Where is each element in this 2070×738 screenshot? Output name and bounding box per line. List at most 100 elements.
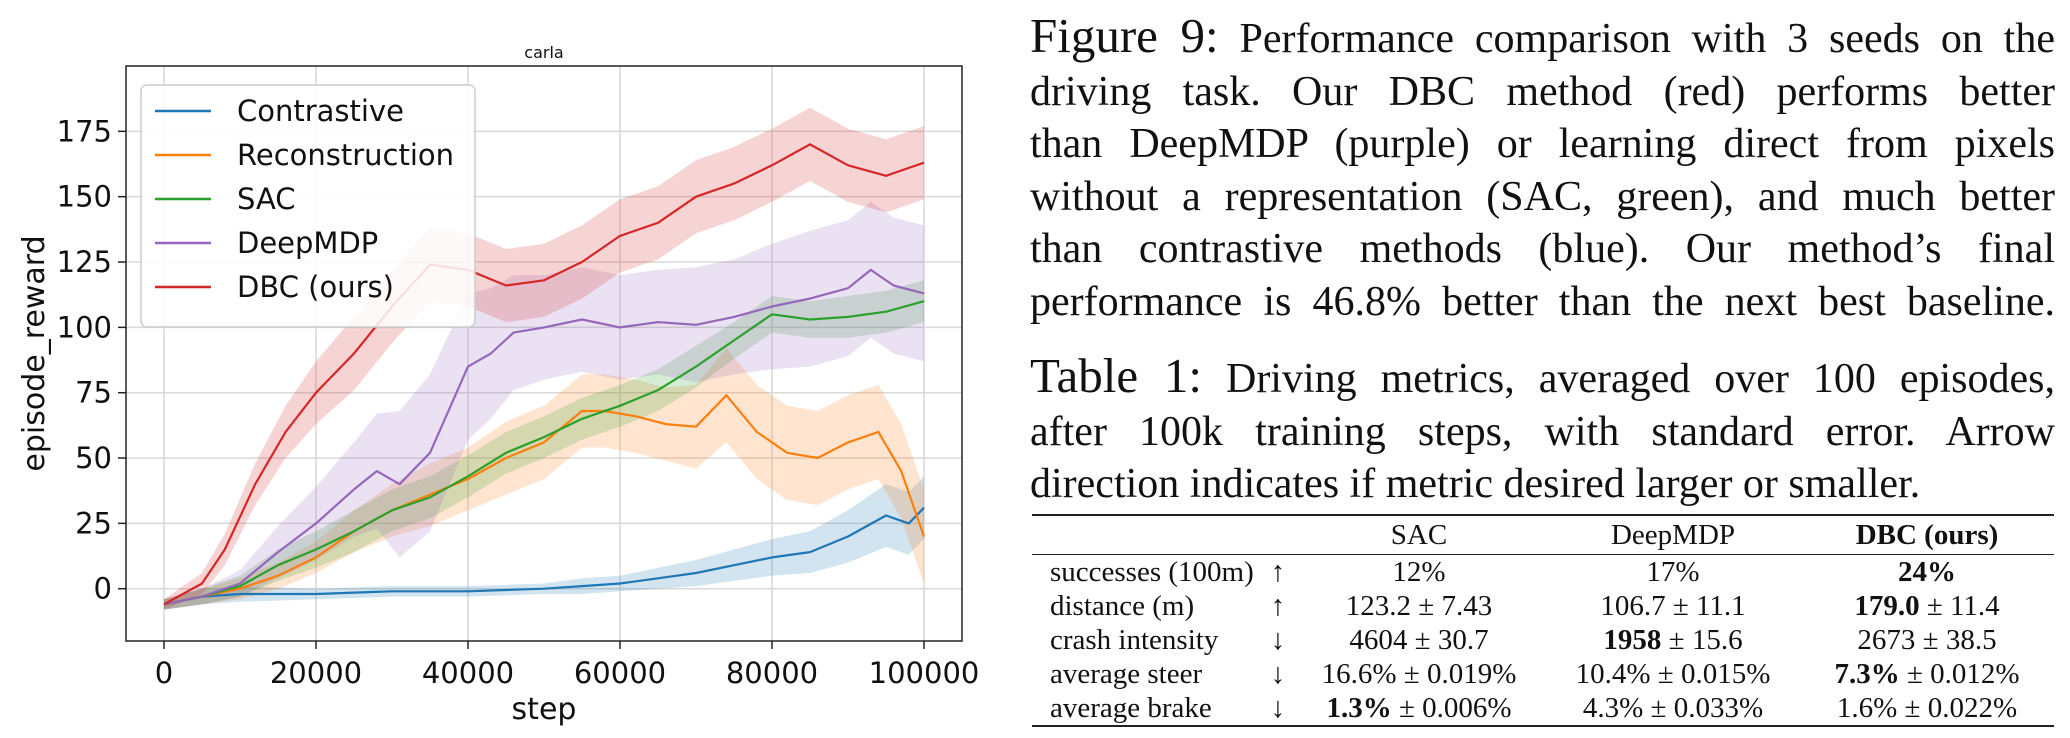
x-axis-label: step bbox=[512, 692, 577, 727]
cell-error: ± 0.015% bbox=[1650, 658, 1771, 690]
metric-name: average steer bbox=[1050, 658, 1203, 690]
legend-box bbox=[140, 84, 476, 328]
cell-value: 1.3% bbox=[1326, 692, 1392, 724]
cell-value: 1958 bbox=[1603, 624, 1662, 656]
header-metric-blank bbox=[1032, 514, 1264, 555]
direction-arrow: ↓ bbox=[1270, 624, 1286, 656]
series-line bbox=[163, 143, 925, 606]
series-line bbox=[163, 394, 926, 606]
series-line bbox=[163, 300, 925, 606]
table-row: average brake ↓ 1.3% ± 0.006% 4.3% ± 0.0… bbox=[1032, 691, 2054, 727]
value-cell: 12% bbox=[1292, 555, 1546, 590]
line-chart-figure: 0 20000 40000 60000 80000 100000 0 25 50 75 100 125… bbox=[0, 0, 1000, 738]
value-cell: 106.7 ± 11.1 bbox=[1546, 589, 1800, 623]
figure-caption-text: Performance comparison with 3 seeds on t… bbox=[1239, 16, 2055, 62]
value-cell: 1958 ± 15.6 bbox=[1546, 623, 1800, 657]
confidence-band bbox=[164, 201, 924, 610]
cell-error: ± 30.7 bbox=[1407, 624, 1489, 656]
confidence-band bbox=[164, 280, 924, 610]
direction-arrow: ↓ bbox=[1264, 691, 1292, 727]
table-header-row: SAC DeepMDP DBC (ours) bbox=[1032, 514, 2054, 555]
cell-value: 7.3% bbox=[1834, 658, 1900, 690]
y-axis-label: episode_reward bbox=[17, 235, 52, 471]
cell-value: 179.0 bbox=[1854, 590, 1920, 622]
table-row: successes (100m) ↑ 12% 17% 24% bbox=[1032, 555, 2054, 590]
table-row: distance (m) ↑ 123.2 ± 7.43 106.7 ± 11.1… bbox=[1032, 589, 2054, 623]
metric-name: distance (m) bbox=[1050, 590, 1195, 622]
cell-error: ± 11.1 bbox=[1665, 590, 1746, 622]
cell-value: 1.6% bbox=[1836, 692, 1898, 724]
figure-caption-line: than contrastive methods (blue). Our met… bbox=[1030, 226, 2055, 272]
table-label: Table 1: bbox=[1030, 348, 1202, 403]
y-tick-label: 125 bbox=[57, 245, 112, 279]
value-cell: 4.3% ± 0.033% bbox=[1546, 691, 1800, 727]
legend-label: DeepMDP bbox=[237, 226, 378, 260]
header-arrow-blank bbox=[1264, 514, 1292, 555]
value-cell: 2673 ± 38.5 bbox=[1800, 623, 2054, 657]
x-tick-label: 100000 bbox=[869, 656, 980, 690]
x-tick-label: 60000 bbox=[574, 656, 666, 690]
figure-caption-line: driving task. Our DBC method (red) perfo… bbox=[1030, 68, 2055, 115]
series-line bbox=[163, 268, 925, 606]
figure-caption-line: without a representation (SAC, green), a… bbox=[1030, 173, 2055, 220]
cell-error: ± 7.43 bbox=[1411, 590, 1493, 622]
legend-label: SAC bbox=[237, 182, 296, 216]
legend-label: Reconstruction bbox=[237, 138, 454, 172]
cell-value: 24% bbox=[1898, 556, 1956, 588]
y-tick-label: 100 bbox=[57, 310, 112, 344]
direction-arrow: ↓ bbox=[1270, 658, 1286, 690]
cell-value: 17% bbox=[1646, 556, 1700, 588]
cell-error: ± 11.4 bbox=[1919, 590, 2000, 622]
table-caption-line: direction indicates if metric desired la… bbox=[1030, 461, 1921, 507]
value-cell: 1.6% ± 0.022% bbox=[1800, 691, 2054, 727]
x-tick-label: 80000 bbox=[726, 656, 818, 690]
legend-label: Contrastive bbox=[237, 94, 404, 128]
confidence-band bbox=[164, 107, 924, 610]
table-caption-line: Table 1: Driving metrics, averaged over … bbox=[1030, 348, 2056, 406]
table-caption-text: Driving metrics, averaged over 100 episo… bbox=[1225, 356, 2056, 402]
driving-metrics-table: SAC DeepMDP DBC (ours) successes (100m) … bbox=[1032, 514, 2054, 727]
chart-canvas: 0 20000 40000 60000 80000 100000 0 25 50 75 100 125… bbox=[17, 43, 980, 727]
cell-error: ± 0.022% bbox=[1897, 692, 2018, 724]
plot-frame bbox=[125, 65, 963, 642]
cell-value: 4.3% bbox=[1582, 692, 1644, 724]
cell-value: 10.4% bbox=[1575, 658, 1651, 690]
table-body: successes (100m) ↑ 12% 17% 24% distance … bbox=[1032, 555, 2054, 727]
table-row: average steer ↓ 16.6% ± 0.019% 10.4% ± 0… bbox=[1032, 657, 2054, 691]
value-cell: 1.3% ± 0.006% bbox=[1292, 691, 1546, 727]
cell-error: ± 0.033% bbox=[1643, 692, 1764, 724]
figure-caption-line: than DeepMDP (purple) or learning direct… bbox=[1030, 121, 2055, 167]
cell-value: 12% bbox=[1392, 556, 1446, 588]
value-cell: 123.2 ± 7.43 bbox=[1292, 589, 1546, 623]
cell-value: 106.7 bbox=[1600, 590, 1666, 622]
figure-caption-line: Figure 9: Performance comparison with 3 … bbox=[1030, 9, 2055, 66]
value-cell: 16.6% ± 0.019% bbox=[1292, 657, 1546, 691]
column-header-sac: SAC bbox=[1292, 514, 1546, 555]
table-caption-line: after 100k training steps, with standard… bbox=[1030, 408, 2055, 455]
y-tick-label: 175 bbox=[57, 114, 112, 148]
legend-label: DBC (ours) bbox=[237, 270, 394, 304]
confidence-band bbox=[164, 476, 924, 610]
value-cell: 24% bbox=[1800, 555, 2054, 590]
cell-value: 123.2 bbox=[1345, 590, 1412, 622]
y-tick-label: 0 bbox=[94, 572, 112, 606]
column-header-deepmdp: DeepMDP bbox=[1546, 514, 1800, 555]
cell-error: ± 15.6 bbox=[1661, 624, 1743, 656]
figure-caption: Figure 9: Performance comparison with 3 … bbox=[1030, 9, 2055, 328]
direction-arrow: ↑ bbox=[1270, 590, 1286, 622]
value-cell: 4604 ± 30.7 bbox=[1292, 623, 1546, 657]
table-row: crash intensity ↓ 4604 ± 30.7 1958 ± 15.… bbox=[1032, 623, 2054, 657]
y-tick-label: 150 bbox=[57, 180, 112, 214]
x-tick-label: 0 bbox=[155, 656, 173, 690]
value-cell: 179.0 ± 11.4 bbox=[1800, 589, 2054, 623]
cell-value: 2673 bbox=[1857, 624, 1916, 656]
direction-arrow: ↑ bbox=[1270, 556, 1286, 588]
y-tick-label: 50 bbox=[75, 441, 112, 475]
series-line bbox=[163, 506, 925, 606]
metric-name: successes (100m) bbox=[1050, 556, 1254, 588]
figure-caption-line: performance is 46.8% better than the nex… bbox=[1030, 278, 2055, 325]
confidence-band bbox=[164, 348, 924, 610]
cell-error: ± 0.012% bbox=[1899, 658, 2020, 690]
value-cell: 17% bbox=[1546, 555, 1800, 590]
x-tick-label: 20000 bbox=[270, 656, 362, 690]
